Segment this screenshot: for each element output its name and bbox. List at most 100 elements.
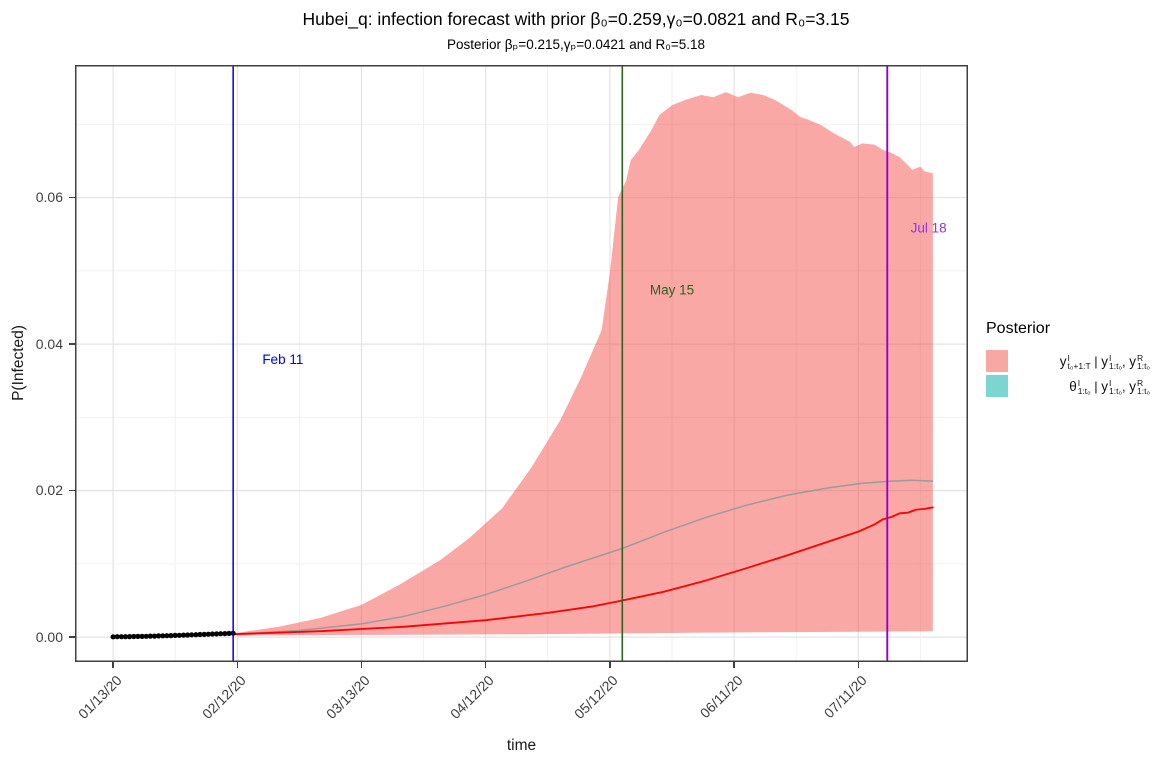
x-tick-mark	[609, 662, 611, 668]
legend-subscript: t₀+1:T	[1067, 361, 1091, 371]
y-tick-label: 0.06	[35, 189, 63, 206]
y-tick-mark	[69, 343, 75, 345]
legend-math-base: θ	[1069, 378, 1077, 394]
legend-math-script: I 1:t₀	[1109, 352, 1123, 371]
legend-superscript: R	[1137, 377, 1144, 388]
y-tick-mark	[69, 489, 75, 492]
observed-points	[114, 634, 120, 640]
observed-points	[151, 633, 158, 639]
legend-math-base: y	[1129, 353, 1137, 369]
legend-math-script: I 1:t₀	[1109, 378, 1123, 396]
legend-math-text: |	[1090, 353, 1102, 369]
observed-points	[185, 632, 191, 638]
y-tick-mark	[69, 196, 75, 199]
x-tick-mark	[112, 662, 114, 668]
x-tick-mark	[236, 662, 238, 668]
observed-points	[156, 633, 162, 639]
y-tick-label: 0.04	[35, 335, 63, 352]
x-tick-label: 03/13/20	[322, 672, 373, 722]
observed-points	[214, 631, 220, 637]
observed-points	[110, 634, 116, 640]
legend-math-script: R 1:t₀	[1137, 352, 1150, 371]
observed-points	[218, 631, 224, 637]
y-tick-mark	[69, 636, 75, 638]
x-axis: 01/13/20 02/12/20 03/13/20 04/12/20 05/12/20…	[75, 662, 968, 762]
observed-points	[180, 632, 187, 638]
x-tick-label: 01/13/20	[74, 672, 125, 722]
observed-points	[209, 631, 215, 637]
observed-points	[176, 632, 182, 638]
chart-subtitle: Posterior βₚ=0.215,γₚ=0.0421 and R₀=5.18	[447, 37, 705, 52]
x-tick-mark	[485, 662, 487, 668]
x-tick-mark	[857, 662, 859, 668]
legend-subscript: 1:t₀	[1077, 386, 1091, 396]
legend-math-script: R 1:t₀	[1137, 377, 1150, 396]
plot-svg: Feb 11 May 15 Jul 18	[75, 65, 968, 662]
observed-points	[222, 631, 228, 637]
y-axis: 0.00 0.02 0.04 0.06	[0, 65, 75, 662]
observed-points	[139, 633, 145, 640]
y-tick-label: 0.00	[35, 628, 63, 645]
x-axis-title: time	[506, 737, 537, 754]
observed-points	[131, 633, 137, 640]
legend-superscript: R	[1137, 352, 1144, 363]
legend-subscript: 1:t₀	[1109, 361, 1123, 371]
legend-superscript: I	[1109, 352, 1112, 363]
legend-math-text: ,	[1122, 353, 1130, 369]
x-tick-mark	[733, 662, 735, 668]
x-tick-label: 02/12/20	[198, 672, 249, 722]
x-tick-label: 07/11/20	[820, 672, 870, 722]
observed-points	[201, 631, 207, 638]
legend-math-base: y	[1129, 378, 1137, 394]
legend-title: Posterior	[986, 320, 1051, 337]
observed-points	[193, 632, 199, 638]
observed-points	[160, 633, 166, 639]
x-tick-label: 04/12/20	[447, 672, 498, 722]
observed-points	[118, 634, 124, 640]
observed-points	[122, 634, 129, 640]
forecast-credible-ribbon	[233, 92, 933, 636]
observed-points	[147, 633, 153, 639]
observed-points	[168, 633, 174, 639]
observed-points	[205, 631, 211, 637]
y-tick-label: 0.02	[35, 482, 63, 499]
gray-mean-line	[232, 479, 934, 635]
legend-swatch	[986, 375, 1008, 397]
legend-subscript: 1:t₀	[1109, 386, 1123, 396]
event-label: Jul 18	[911, 221, 947, 236]
event-label: Feb 11	[262, 352, 303, 367]
plot-panel: Feb 11 May 15 Jul 18	[75, 65, 968, 662]
observed-points	[172, 632, 178, 639]
observed-points	[127, 634, 133, 640]
legend-math-base: y	[1101, 353, 1109, 369]
x-tick-label: 05/12/20	[571, 672, 622, 722]
red-forecast-line	[232, 506, 934, 636]
observed-points	[226, 630, 232, 637]
legend-math-text: ,	[1122, 378, 1130, 394]
observed-points	[189, 632, 195, 638]
observed-points	[164, 633, 170, 639]
observed-points	[135, 633, 141, 640]
observed-points	[143, 633, 149, 639]
legend-math-text: |	[1090, 378, 1102, 394]
legend-subscript: 1:t₀	[1137, 386, 1150, 396]
legend-swatch	[986, 350, 1008, 372]
x-tick-label: 06/11/20	[696, 672, 746, 722]
chart-title: Hubei_q: infection forecast with prior β…	[302, 9, 850, 29]
legend-superscript: I	[1067, 352, 1070, 363]
legend-math-base: y	[1059, 353, 1067, 369]
x-tick-mark	[360, 662, 363, 668]
event-label: May 15	[650, 282, 694, 297]
legend-entry: θ I 1:t₀ | y I 1:t₀, y R 1:t₀	[986, 375, 1150, 397]
legend-math-base: y	[1101, 378, 1109, 394]
observed-points	[197, 631, 203, 638]
legend-math-script: I 1:t₀	[1077, 378, 1091, 396]
panel-border	[75, 65, 968, 662]
legend-entry-label: θ I 1:t₀ | y I 1:t₀, y R 1:t₀	[1017, 378, 1150, 395]
